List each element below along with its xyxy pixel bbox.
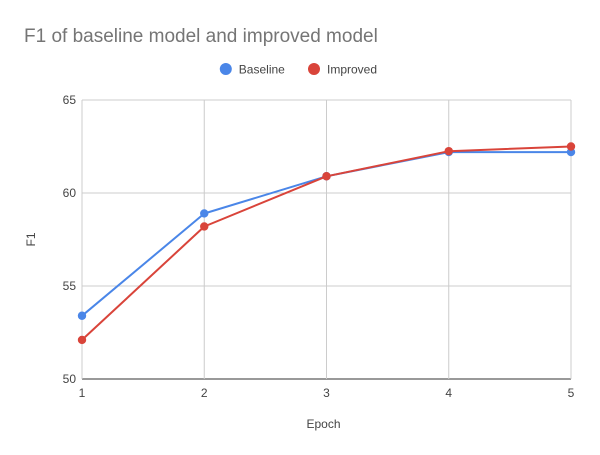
x-axis-label: Epoch	[306, 417, 340, 431]
x-tick-label: 2	[201, 386, 208, 400]
series-layer	[77, 142, 576, 345]
series-improved	[77, 142, 576, 345]
grid	[81, 99, 572, 380]
data-point-improved[interactable]	[444, 146, 453, 156]
legend-label-baseline: Baseline	[239, 63, 285, 77]
x-tick-label: 5	[568, 386, 575, 400]
data-point-baseline[interactable]	[77, 311, 87, 320]
legend-label-improved: Improved	[327, 63, 377, 77]
y-axis-ticks: 50 55 60 65	[63, 93, 77, 386]
y-axis-label: F1	[24, 232, 38, 246]
y-tick-label: 55	[63, 279, 77, 293]
data-point-improved[interactable]	[322, 172, 331, 181]
legend-marker-improved	[308, 63, 320, 75]
y-tick-label: 60	[63, 186, 77, 200]
y-tick-label: 65	[63, 93, 77, 107]
x-axis-ticks: 1 2 3 4 5	[79, 386, 575, 400]
data-point-improved[interactable]	[77, 335, 87, 345]
data-point-baseline[interactable]	[200, 209, 209, 218]
legend-marker-baseline	[219, 63, 232, 75]
legend: Baseline Improved	[219, 63, 377, 77]
x-tick-label: 3	[323, 386, 330, 400]
x-tick-label: 1	[79, 386, 86, 400]
y-tick-label: 50	[63, 372, 77, 386]
legend-item-improved[interactable]: Improved	[308, 63, 377, 77]
data-point-improved[interactable]	[566, 142, 576, 151]
chart-title: F1 of baseline model and improved model	[24, 26, 378, 47]
data-point-improved[interactable]	[200, 222, 209, 231]
x-tick-label: 4	[445, 386, 452, 400]
legend-item-baseline[interactable]: Baseline	[219, 63, 285, 77]
